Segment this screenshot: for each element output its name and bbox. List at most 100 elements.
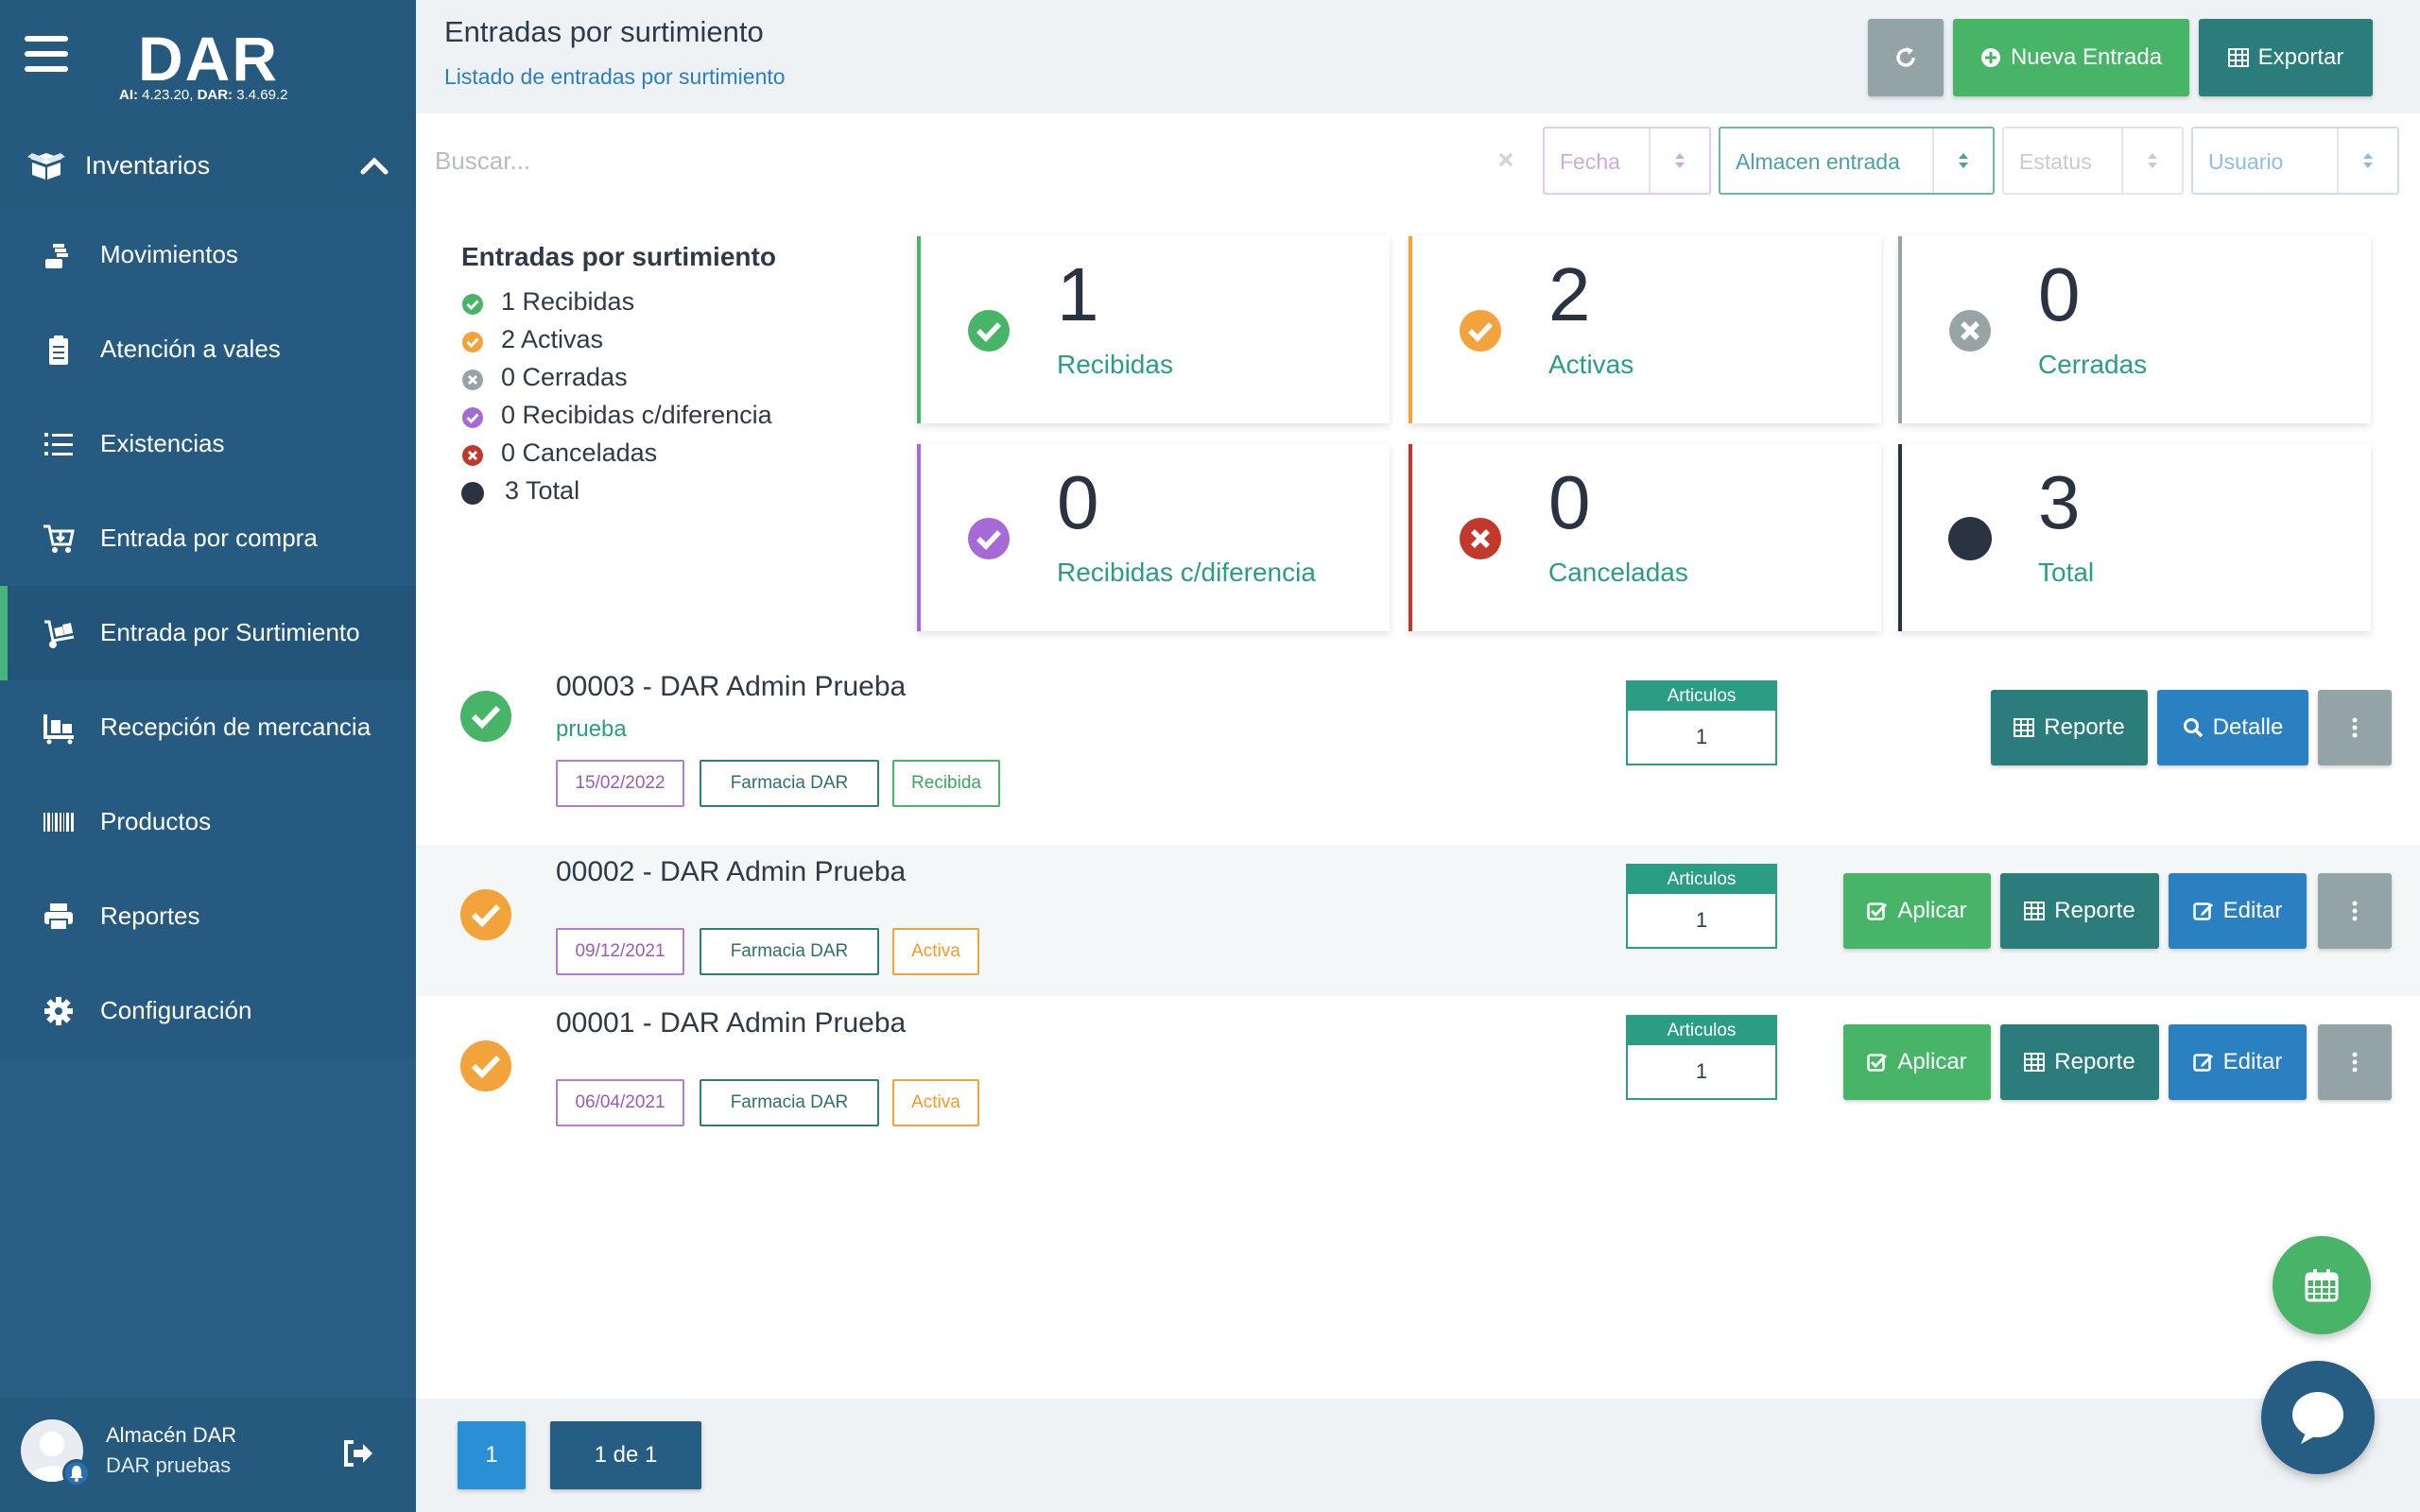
date-badge: 09/12/2021 bbox=[556, 928, 684, 975]
stat-label: Cerradas bbox=[2038, 350, 2148, 379]
filter-fecha-select[interactable]: Fecha bbox=[1543, 127, 1711, 195]
export-button[interactable]: Exportar bbox=[2199, 19, 2373, 96]
stat-card-cerradas[interactable]: 0 Cerradas bbox=[1898, 236, 2371, 423]
stat-card-canceladas[interactable]: 0 Canceladas bbox=[1409, 444, 1881, 631]
page-number-button[interactable]: 1 bbox=[458, 1421, 526, 1489]
entry-title[interactable]: 00003 - DAR Admin Prueba bbox=[556, 671, 907, 702]
sidebar-item-configuracion[interactable]: Configuración bbox=[0, 964, 416, 1058]
articulos-header: Articulos bbox=[1628, 866, 1775, 894]
edit-icon bbox=[2192, 1054, 2213, 1072]
sidebar-item-productos[interactable]: Productos bbox=[0, 775, 416, 869]
report-button[interactable]: Reporte bbox=[2000, 873, 2159, 949]
check-circle-icon bbox=[462, 332, 483, 352]
edit-button[interactable]: Editar bbox=[2169, 1024, 2307, 1100]
stat-number: 0 bbox=[1548, 460, 1591, 544]
chat-fab-button[interactable] bbox=[2261, 1361, 2375, 1474]
filter-bar: Fecha Almacen entrada Estatus Usuario bbox=[416, 113, 2420, 208]
apply-button[interactable]: Aplicar bbox=[1843, 873, 1991, 949]
summary-row-recibidas: 1 Recibidas bbox=[461, 285, 906, 323]
report-button[interactable]: Reporte bbox=[2000, 1024, 2159, 1100]
page-header: Entradas por surtimiento Listado de entr… bbox=[416, 0, 2420, 113]
stat-card-recibidas[interactable]: 1 Recibidas bbox=[917, 236, 1390, 423]
sidebar-item-label: Entrada por compra bbox=[100, 524, 318, 552]
sidebar-section-inventarios[interactable]: Inventarios bbox=[0, 123, 416, 208]
stat-label: Total bbox=[2038, 558, 2095, 587]
filter-almacen-select[interactable]: Almacen entrada bbox=[1719, 127, 1995, 195]
pallet-icon bbox=[43, 714, 74, 745]
more-options-button[interactable] bbox=[2318, 1024, 2392, 1100]
check-square-icon bbox=[1867, 1054, 1888, 1072]
chat-bubble-icon bbox=[2292, 1392, 2343, 1444]
stat-card-diferencia[interactable]: 0 Recibidas c/diferencia bbox=[917, 444, 1390, 631]
stat-label: Recibidas bbox=[1057, 350, 1173, 379]
hand-coins-icon bbox=[45, 244, 68, 268]
articulos-value: 1 bbox=[1695, 725, 1708, 748]
x-circle-icon bbox=[462, 445, 483, 466]
edit-button[interactable]: Editar bbox=[2169, 873, 2307, 949]
stat-card-total[interactable]: 3 Total bbox=[1898, 444, 2371, 631]
more-vertical-icon bbox=[2352, 717, 2358, 738]
sidebar-item-reportes[interactable]: Reportes bbox=[0, 869, 416, 964]
summary-row-cerradas: 0 Cerradas bbox=[461, 361, 906, 399]
entry-title[interactable]: 00002 - DAR Admin Prueba bbox=[556, 856, 907, 887]
dot-icon bbox=[461, 482, 484, 505]
chevron-up-icon[interactable] bbox=[359, 151, 389, 181]
refresh-button[interactable] bbox=[1868, 19, 1944, 96]
sidebar-item-recepcion-mercancia[interactable]: Recepción de mercancia bbox=[0, 680, 416, 775]
report-button[interactable]: Reporte bbox=[1991, 690, 2148, 765]
page-subtitle: Listado de entradas por surtimiento bbox=[444, 64, 786, 89]
plus-circle-icon bbox=[1980, 48, 2000, 67]
sidebar-item-label: Movimientos bbox=[100, 240, 238, 268]
summary-row-canceladas: 0 Canceladas bbox=[461, 437, 906, 474]
stat-number: 3 bbox=[2038, 460, 2081, 544]
sidebar-item-atencion-vales[interactable]: Atención a vales bbox=[0, 302, 416, 397]
calendar-icon bbox=[2305, 1269, 2339, 1302]
box-open-icon bbox=[27, 153, 65, 180]
more-options-button[interactable] bbox=[2318, 873, 2392, 949]
sidebar: DAR AI: 4.23.20, DAR: 3.4.69.2 Inventari… bbox=[0, 0, 416, 1512]
search-input[interactable] bbox=[435, 130, 1475, 191]
status-summary: Entradas por surtimiento 1 Recibidas 2 A… bbox=[461, 242, 906, 512]
edit-icon bbox=[2192, 902, 2213, 920]
x-circle-icon bbox=[1949, 310, 1991, 352]
calendar-fab-button[interactable] bbox=[2273, 1236, 2371, 1334]
list-item: 00001 - DAR Admin Prueba 06/04/2021 Farm… bbox=[416, 996, 2420, 1147]
export-label: Exportar bbox=[2257, 44, 2344, 70]
apply-button[interactable]: Aplicar bbox=[1843, 1024, 1991, 1100]
stat-card-activas[interactable]: 2 Activas bbox=[1409, 236, 1881, 423]
sort-arrows-icon bbox=[2121, 129, 2182, 193]
more-options-button[interactable] bbox=[2318, 690, 2392, 765]
clipboard-icon bbox=[49, 335, 68, 365]
stat-label: Recibidas c/diferencia bbox=[1057, 558, 1316, 587]
articulos-box: Articulos 1 bbox=[1626, 864, 1777, 949]
sidebar-item-existencias[interactable]: Existencias bbox=[0, 397, 416, 491]
summary-row-total: 3 Total bbox=[461, 474, 906, 512]
detail-button[interactable]: Detalle bbox=[2157, 690, 2308, 765]
filter-usuario-select[interactable]: Usuario bbox=[2191, 127, 2399, 195]
stat-label: Activas bbox=[1548, 350, 1634, 379]
x-circle-icon bbox=[1460, 518, 1501, 559]
summary-row-activas: 2 Activas bbox=[461, 323, 906, 361]
sort-arrows-icon bbox=[2337, 129, 2397, 193]
check-circle-icon bbox=[460, 691, 511, 742]
sidebar-header: DAR AI: 4.23.20, DAR: 3.4.69.2 Inventari… bbox=[0, 0, 416, 208]
sidebar-item-entrada-surtimiento[interactable]: Entrada por Surtimiento bbox=[0, 586, 416, 680]
x-circle-icon bbox=[462, 369, 483, 390]
new-entry-button[interactable]: Nueva Entrada bbox=[1953, 19, 2189, 96]
bell-icon[interactable] bbox=[62, 1459, 91, 1487]
check-circle-icon bbox=[460, 1040, 511, 1091]
sidebar-section-label: Inventarios bbox=[85, 151, 211, 180]
sidebar-item-movimientos[interactable]: Movimientos bbox=[0, 208, 416, 302]
clear-search-icon[interactable] bbox=[1494, 147, 1518, 172]
logout-icon[interactable] bbox=[340, 1436, 374, 1470]
status-badge: Activa bbox=[892, 928, 979, 975]
table-icon bbox=[2024, 1053, 2046, 1072]
list-ordered-icon bbox=[44, 433, 73, 455]
sidebar-item-entrada-compra[interactable]: Entrada por compra bbox=[0, 491, 416, 586]
hamburger-menu-icon[interactable] bbox=[25, 36, 68, 72]
entry-title[interactable]: 00001 - DAR Admin Prueba bbox=[556, 1007, 907, 1039]
list-item: 00003 - DAR Admin Prueba prueba 15/02/20… bbox=[416, 656, 2420, 845]
new-entry-label: Nueva Entrada bbox=[2010, 44, 2163, 70]
check-circle-icon bbox=[462, 294, 483, 315]
filter-estatus-select[interactable]: Estatus bbox=[2002, 127, 2184, 195]
